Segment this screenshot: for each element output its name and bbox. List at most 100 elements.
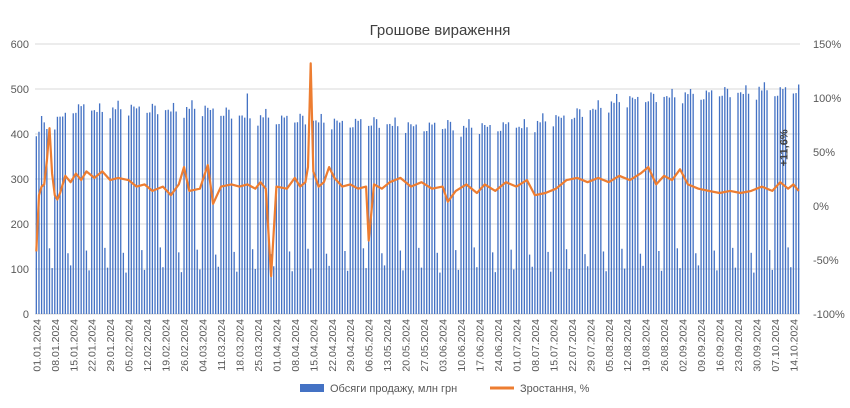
bar xyxy=(687,94,689,314)
bar xyxy=(270,254,272,314)
bar xyxy=(626,107,628,314)
bar xyxy=(452,130,454,314)
bar xyxy=(112,107,114,314)
x-tick-label: 26.02.2024 xyxy=(179,319,191,372)
bar xyxy=(594,109,597,314)
bar xyxy=(623,268,626,314)
bar xyxy=(597,100,599,314)
bar xyxy=(241,115,243,314)
bar xyxy=(48,248,51,314)
bar xyxy=(365,268,367,314)
y-tick-label: 100 xyxy=(11,264,29,276)
bar xyxy=(433,122,436,314)
bar xyxy=(333,118,336,314)
bar xyxy=(133,106,135,314)
bar xyxy=(54,129,56,314)
bar xyxy=(758,86,760,314)
x-tick-label: 27.05.2024 xyxy=(419,319,431,372)
bar xyxy=(225,107,227,314)
legend-label-bar: Обсяги продажу, млн грн xyxy=(330,383,457,395)
bar xyxy=(397,126,399,314)
bar xyxy=(59,116,61,314)
y-axis-left: 0 100 200 300 400 500 600 xyxy=(11,39,29,321)
x-tick-label: 24.06.2024 xyxy=(493,319,505,372)
bar xyxy=(291,271,293,314)
bar xyxy=(346,270,349,314)
bar xyxy=(441,129,444,314)
bar xyxy=(523,119,525,315)
x-tick-label: 08.07.2024 xyxy=(530,319,542,372)
bar xyxy=(180,272,183,314)
x-tick-label: 26.08.2024 xyxy=(659,319,671,372)
bar xyxy=(689,89,692,314)
bar xyxy=(162,267,164,314)
bar xyxy=(80,106,82,314)
bar xyxy=(259,115,262,314)
bar xyxy=(383,265,386,314)
bar xyxy=(141,250,143,314)
bar xyxy=(494,272,496,314)
bar xyxy=(167,109,169,314)
bar xyxy=(307,248,309,314)
bar xyxy=(373,117,375,314)
bar xyxy=(325,253,328,314)
bar xyxy=(655,102,657,314)
bar xyxy=(710,90,713,314)
bar xyxy=(629,96,631,314)
bar xyxy=(692,93,694,314)
bar xyxy=(407,122,409,314)
bar xyxy=(718,96,721,314)
bar xyxy=(470,127,473,314)
bar xyxy=(499,130,502,314)
bar xyxy=(737,92,739,314)
bar xyxy=(75,112,77,314)
bar xyxy=(286,115,288,314)
bar xyxy=(439,272,441,314)
bar xyxy=(705,90,708,314)
bar xyxy=(526,127,528,314)
bar xyxy=(415,124,417,314)
bar xyxy=(560,117,562,314)
bar xyxy=(159,247,161,314)
bar xyxy=(394,117,396,314)
bar xyxy=(724,87,726,314)
x-tick-label: 23.09.2024 xyxy=(733,319,745,372)
bar xyxy=(779,87,781,314)
bar xyxy=(497,131,499,314)
bar xyxy=(507,122,510,314)
bar xyxy=(188,108,190,314)
bar xyxy=(201,116,204,314)
bar xyxy=(93,110,96,315)
bar xyxy=(613,102,615,314)
x-tick-label: 25.03.2024 xyxy=(253,319,265,372)
bar xyxy=(262,117,264,314)
bar xyxy=(484,125,486,314)
bar xyxy=(753,272,755,314)
legend: Обсяги продажу, млн грн Зростання, % xyxy=(300,383,590,395)
bar xyxy=(513,269,515,314)
bar xyxy=(747,93,750,314)
legend-label-line: Зростання, % xyxy=(520,383,590,395)
bar xyxy=(46,128,48,314)
y-axis-right: -100% -50% 0% 50% 100% 150% xyxy=(813,39,845,321)
x-tick-label: 29.04.2024 xyxy=(345,319,357,372)
bar xyxy=(521,128,523,314)
x-tick-label: 05.08.2024 xyxy=(604,319,616,372)
bar xyxy=(697,265,700,314)
bar xyxy=(457,269,460,314)
bar xyxy=(547,251,549,314)
bar xyxy=(568,269,570,314)
bar xyxy=(663,96,665,314)
bar xyxy=(143,269,146,314)
bar xyxy=(563,115,565,314)
bar xyxy=(154,105,156,315)
x-tick-label: 13.05.2024 xyxy=(382,319,394,372)
x-tick-label: 10.06.2024 xyxy=(456,319,468,372)
bar xyxy=(576,108,578,314)
bar xyxy=(72,113,74,314)
bar xyxy=(679,268,681,314)
bar xyxy=(69,265,72,314)
bar xyxy=(505,124,507,314)
bar xyxy=(750,252,752,314)
